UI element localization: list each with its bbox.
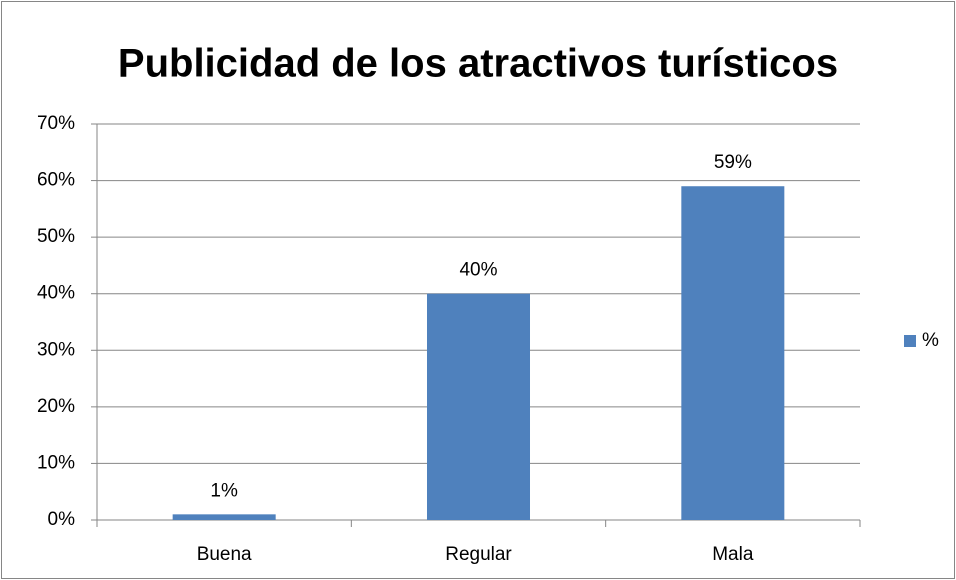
y-tick-label: 0% [48,509,76,530]
data-label: 40% [459,260,497,281]
bar [426,293,531,520]
y-tick-label: 20% [37,396,75,417]
x-tick-label: Buena [197,544,252,565]
y-tick-label: 60% [37,170,75,191]
y-tick-label: 50% [37,226,75,247]
bar [681,186,785,520]
bar [172,514,276,520]
x-tick-label: Mala [712,544,754,565]
y-tick-label: 40% [37,283,75,304]
x-tick-label: Regular [445,544,512,565]
data-label: 1% [210,480,238,501]
y-tick-label: 10% [37,452,75,473]
legend-label: % [922,330,939,351]
chart-title: Publicidad de los atractivos turísticos [118,42,838,86]
y-tick-label: 30% [37,339,75,360]
data-label: 59% [714,152,752,173]
y-tick-label: 70% [37,113,75,134]
legend-swatch [904,335,916,347]
